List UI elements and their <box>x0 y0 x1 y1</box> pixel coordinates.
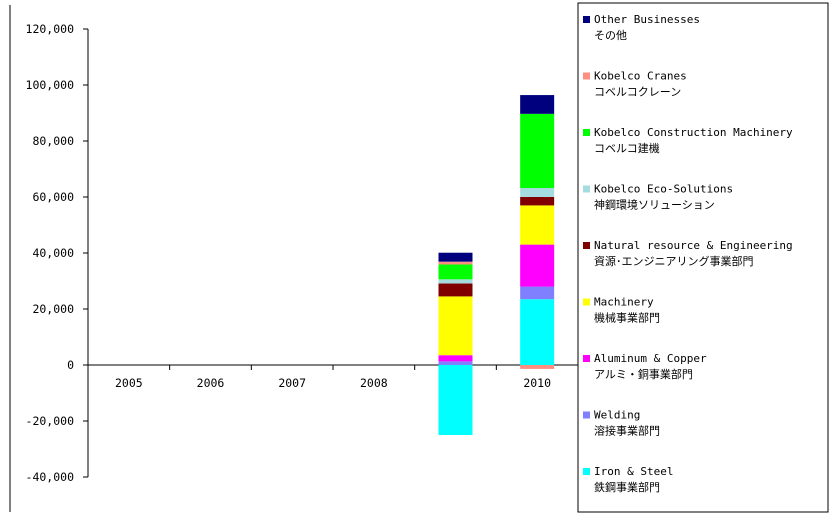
legend-swatch <box>583 16 590 23</box>
y-tick-label: 40,000 <box>32 246 74 260</box>
bar-segment-2010-0 <box>520 299 555 365</box>
bar-segment-2010-3 <box>520 205 555 245</box>
bar-segment-2009-5 <box>438 279 473 284</box>
bar-segment-2009-6 <box>438 264 473 280</box>
y-tick-label: 120,000 <box>26 22 75 36</box>
legend-swatch <box>583 355 590 362</box>
legend-label-ja: アルミ・銅事業部門 <box>594 367 693 381</box>
legend-label-ja: その他 <box>594 29 627 42</box>
bar-segment-2010-7 <box>520 365 555 369</box>
y-axis: 120,000 100,000 80,000 60,000 40,000 20,000 0 -… <box>26 22 89 484</box>
bar-segment-2010-8 <box>520 95 555 114</box>
y-tick-label: 20,000 <box>32 302 74 316</box>
legend-label-ja: 資源･エンジニアリング事業部門 <box>594 254 754 268</box>
y-tick-label: -20,000 <box>26 414 75 428</box>
bar-segment-2010-1 <box>520 286 555 300</box>
x-tick-label: 2008 <box>360 376 388 390</box>
bar-segment-2009-2 <box>438 355 473 362</box>
y-tick-label: 60,000 <box>32 190 74 204</box>
legend-label: Natural resource & Engineering <box>594 239 793 252</box>
legend-swatch <box>583 468 590 475</box>
legend-label-ja: 溶接事業部門 <box>594 424 660 438</box>
legend-swatch <box>583 242 590 249</box>
x-tick-label: 2006 <box>197 376 225 390</box>
bar-segment-2010-6 <box>520 113 555 189</box>
legend-label-ja: コベルコクレーン <box>594 86 681 99</box>
legend-label: Kobelco Eco-Solutions <box>594 183 733 196</box>
bars <box>438 95 555 435</box>
bar-segment-2009-8 <box>438 252 473 262</box>
bar-segment-2010-2 <box>520 244 555 287</box>
bar-segment-2009-1 <box>438 361 473 365</box>
legend-swatch <box>583 129 590 136</box>
y-tick-label: 100,000 <box>26 78 75 92</box>
x-tick-label: 2010 <box>523 376 551 390</box>
legend-label: Machinery <box>594 296 654 309</box>
legend-label: Kobelco Cranes <box>594 70 687 83</box>
bar-segment-2009-3 <box>438 296 473 356</box>
legend-label: Aluminum & Copper <box>594 352 707 365</box>
legend-label: Kobelco Construction Machinery <box>594 126 793 139</box>
legend-label: Iron & Steel <box>594 465 673 478</box>
legend-box <box>577 2 829 513</box>
x-tick-label: 2007 <box>278 376 306 390</box>
legend-swatch <box>583 185 590 193</box>
legend-swatch <box>583 411 590 419</box>
legend-label: Other Businesses <box>594 13 700 26</box>
y-tick-label: 80,000 <box>32 134 74 148</box>
y-tick-label: 0 <box>67 358 74 372</box>
bar-segment-2010-4 <box>520 197 555 206</box>
bar-segment-2010-5 <box>520 188 555 197</box>
legend-label: Welding <box>594 409 640 422</box>
legend-label-ja: 鉄鋼事業部門 <box>594 480 660 494</box>
legend-label-ja: 機械事業部門 <box>594 311 660 325</box>
x-axis: 200520062007200820092010 <box>87 364 579 390</box>
bar-segment-2009-7 <box>438 261 473 265</box>
x-tick-label: 2005 <box>115 376 143 390</box>
legend-swatch <box>583 72 590 80</box>
bar-segment-2009-4 <box>438 283 473 297</box>
legend-label-ja: 神鋼環境ソリューション <box>594 198 715 212</box>
bar-segment-2009-0 <box>438 365 473 435</box>
y-tick-label: -40,000 <box>26 470 75 484</box>
legend: Other Businesses その他 Kobelco Cranes コベルコクレー… <box>583 13 793 494</box>
legend-swatch <box>583 298 590 306</box>
legend-label-ja: コベルコ建機 <box>594 141 660 155</box>
